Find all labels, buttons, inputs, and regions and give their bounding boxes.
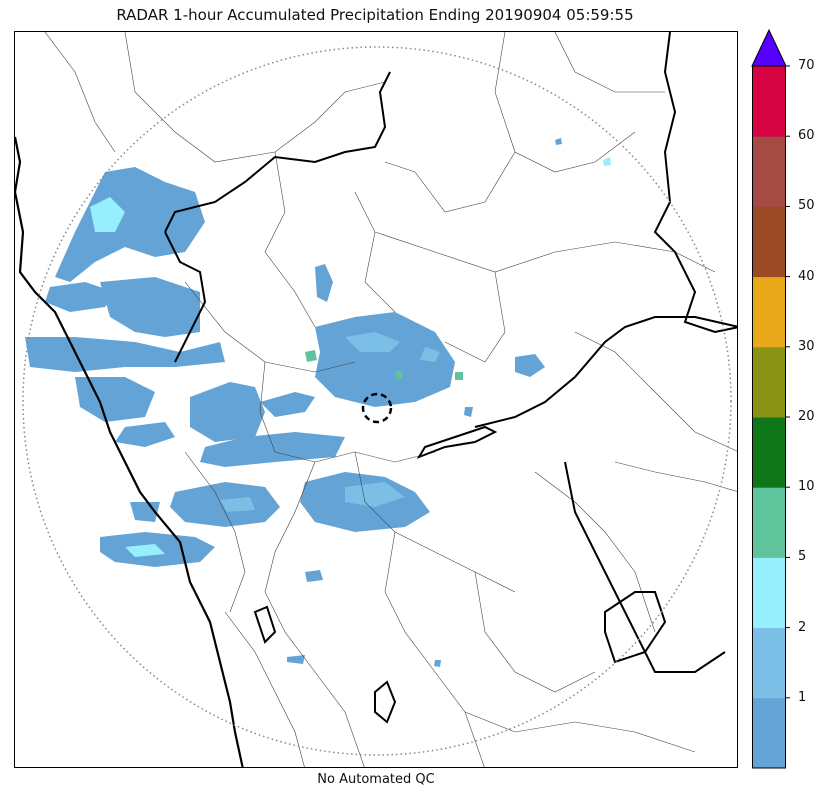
colorbar-tick-label: 10 xyxy=(798,479,815,495)
colorbar-tick-label: 30 xyxy=(798,338,815,354)
plot-title: RADAR 1-hour Accumulated Precipitation E… xyxy=(116,6,634,24)
radar-site-marker[interactable] xyxy=(361,392,393,424)
colorbar-tick-label: 2 xyxy=(798,619,807,635)
qc-note: No Automated QC xyxy=(317,772,435,787)
state-borders xyxy=(164,32,737,724)
precipitation-echoes xyxy=(25,138,611,667)
radar-map[interactable] xyxy=(14,31,738,768)
colorbar-extend-triangle xyxy=(751,28,787,67)
colorbar-bin xyxy=(752,276,786,348)
colorbar xyxy=(751,28,790,770)
colorbar-bin xyxy=(752,697,786,769)
district-borders xyxy=(44,32,737,767)
colorbar-tick-label: 70 xyxy=(798,58,815,73)
colorbar-tick-label: 1 xyxy=(798,689,807,705)
colorbar-bin xyxy=(752,136,786,207)
colorbar-bin xyxy=(752,206,786,278)
colorbar-canvas xyxy=(751,28,790,769)
colorbar-bin xyxy=(752,557,786,629)
colorbar-bin xyxy=(752,66,786,137)
colorbar-tick-label: 60 xyxy=(798,128,815,144)
colorbar-bin xyxy=(752,627,786,699)
map-canvas xyxy=(15,32,737,767)
colorbar-tick-label: 5 xyxy=(798,549,807,565)
range-ring xyxy=(22,46,732,756)
colorbar-tick-label: 40 xyxy=(798,268,815,284)
colorbar-bin xyxy=(752,417,786,488)
colorbar-tick-label: 50 xyxy=(798,198,815,214)
colorbar-tick-label: 20 xyxy=(798,409,815,424)
colorbar-bin xyxy=(752,346,786,418)
colorbar-bin xyxy=(752,487,786,558)
coastline xyxy=(15,136,244,767)
